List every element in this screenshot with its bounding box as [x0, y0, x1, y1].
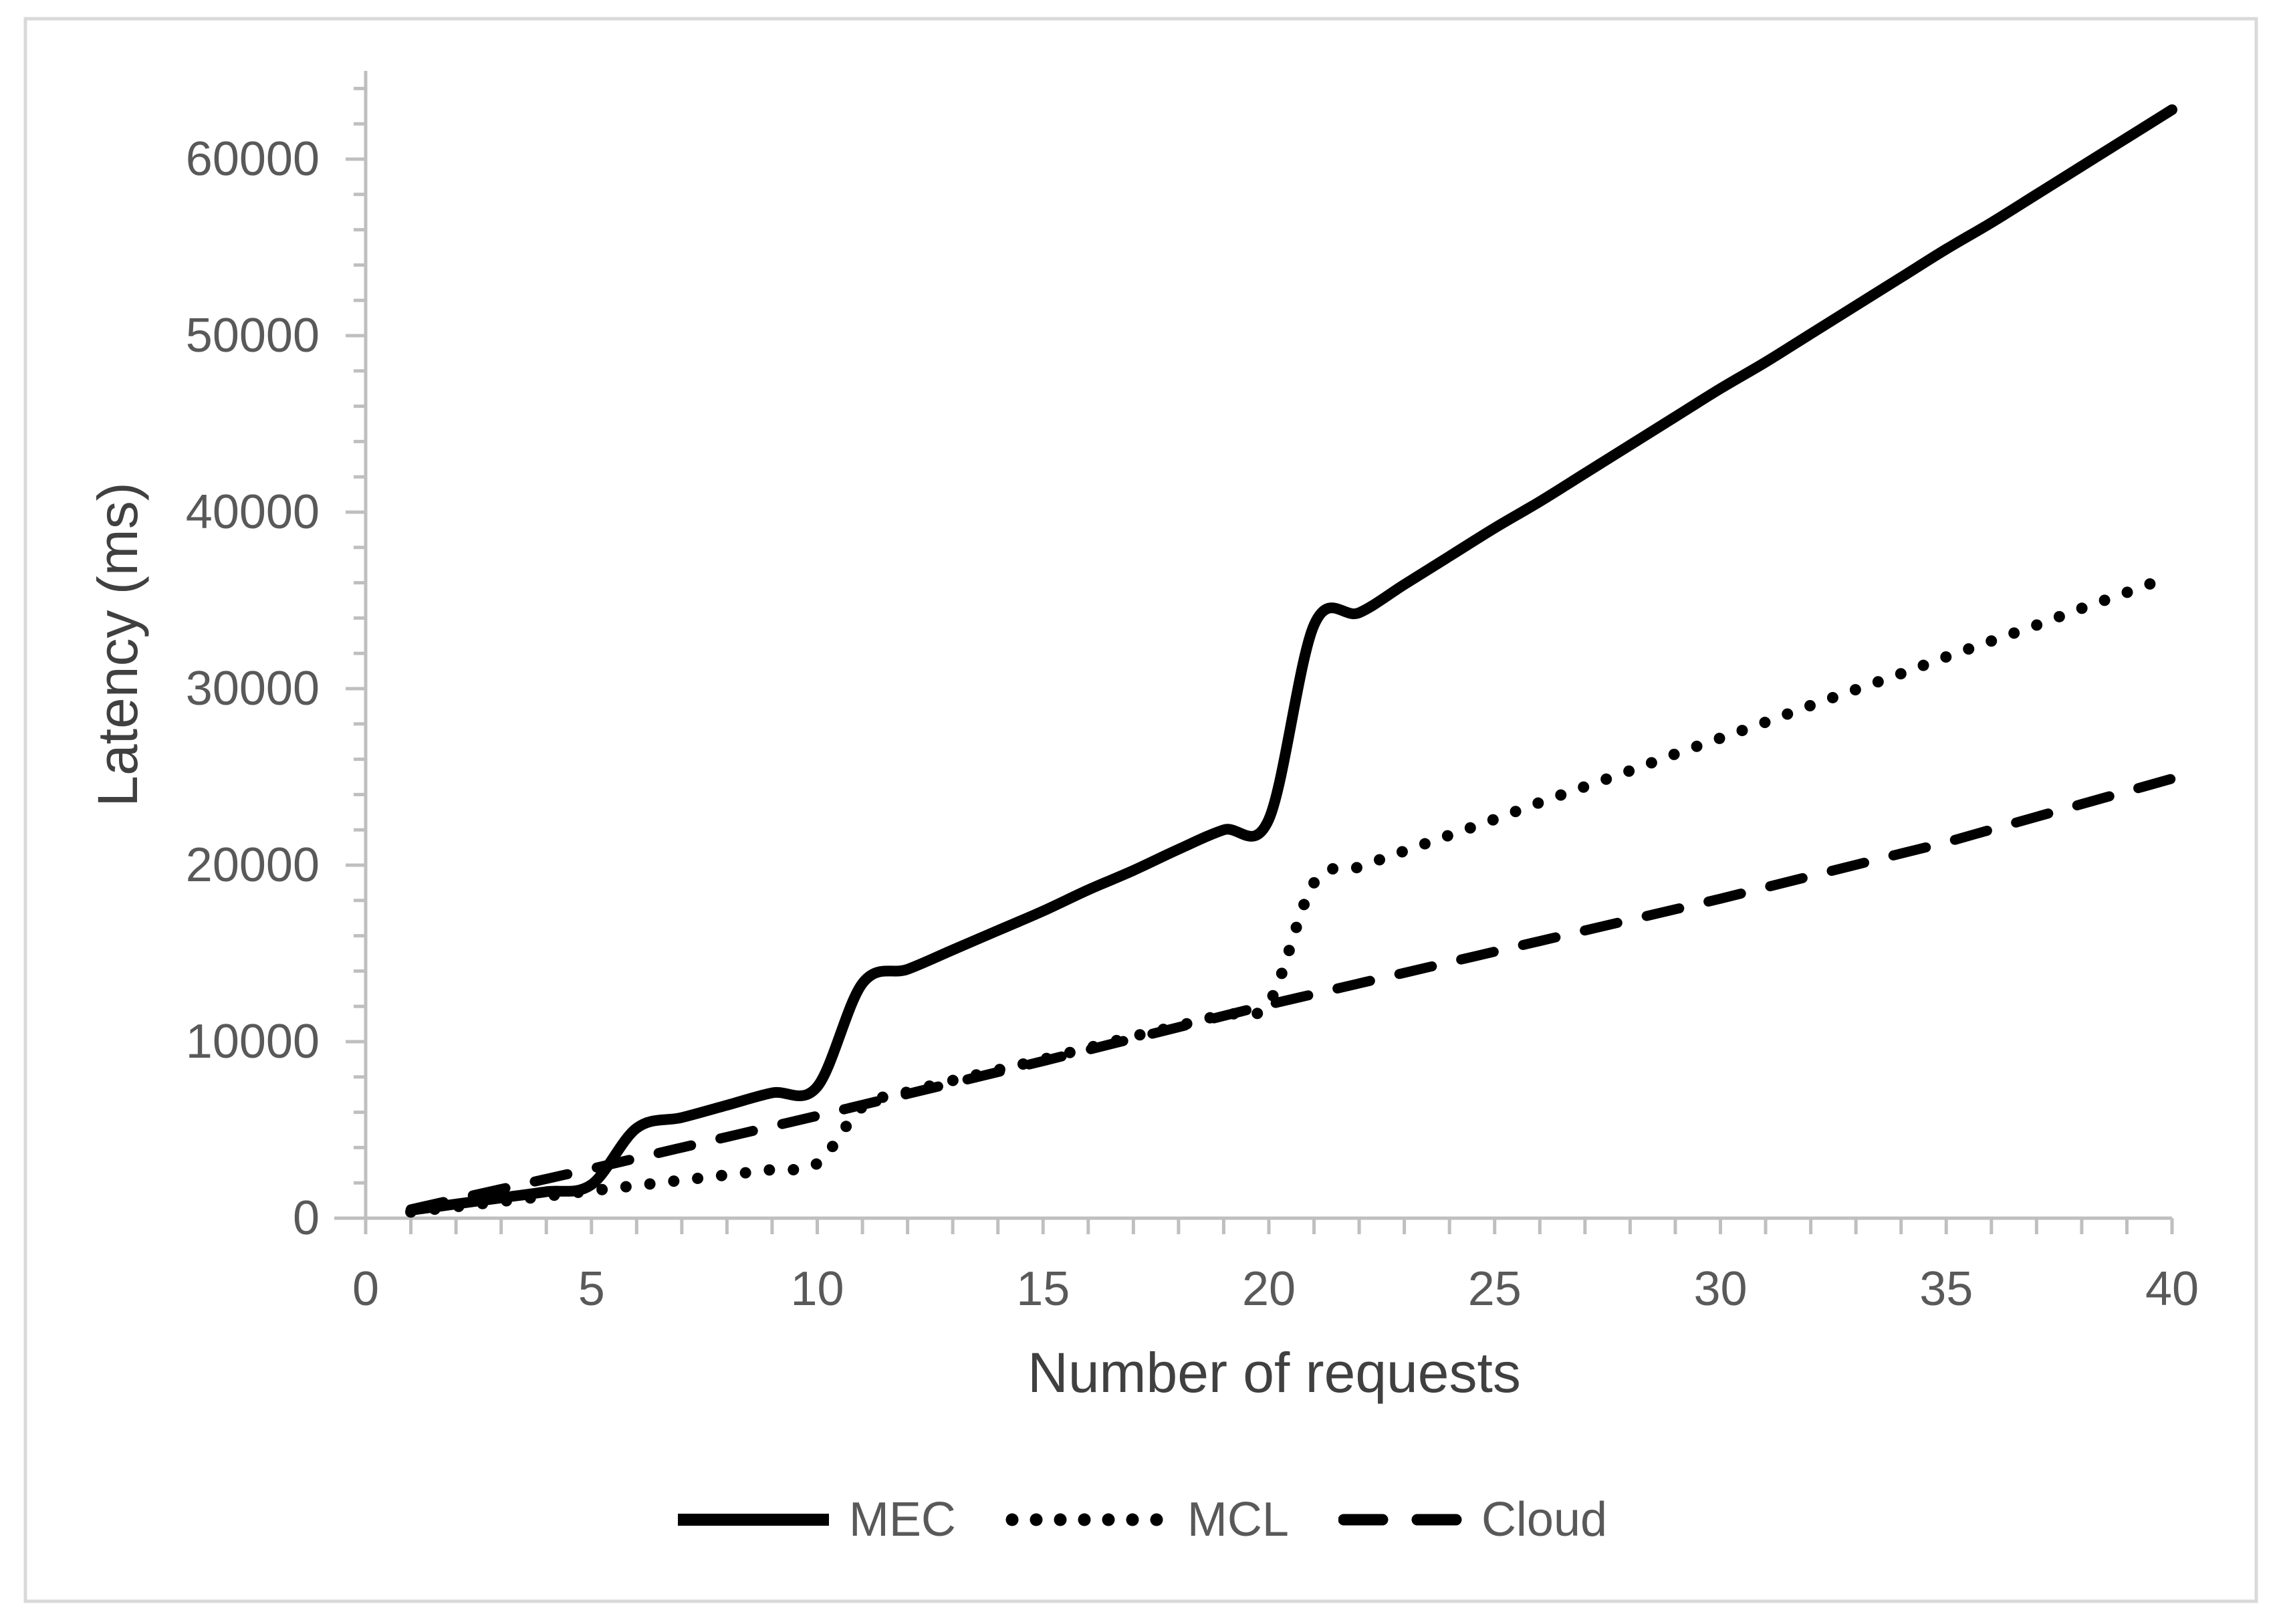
axis-lines-and-ticks: [334, 71, 2174, 1234]
x-tick-label: 15: [1016, 1262, 1070, 1316]
y-tick-label: 40000: [186, 485, 320, 539]
axes: [334, 71, 2174, 1234]
y-axis-title: Latency (ms): [86, 482, 149, 806]
y-tick-label: 0: [293, 1191, 320, 1245]
legend-label-mec: MEC: [848, 1493, 956, 1546]
x-tick-label: 30: [1693, 1262, 1747, 1316]
x-tick-label: 0: [352, 1262, 379, 1316]
y-tick-label: 30000: [186, 662, 320, 715]
x-tick-label: 40: [2145, 1262, 2199, 1316]
mec-solid-line-swatch-icon: [677, 1514, 829, 1526]
legend-label-mcl: MCL: [1187, 1493, 1289, 1546]
y-tick-label: 20000: [186, 838, 320, 892]
legend-item-cloud: Cloud: [1338, 1496, 1607, 1544]
legend-item-mcl: MCL: [1005, 1496, 1289, 1544]
x-tick-label: 20: [1242, 1262, 1296, 1316]
x-tick-label: 10: [790, 1262, 844, 1316]
y-tick-label: 60000: [186, 132, 320, 186]
y-tick-label: 10000: [186, 1015, 320, 1068]
tick-labels: 0 5 10 15 20 25 30 35 40 0 10000 20000 30000 40000 500…: [186, 132, 2199, 1316]
series-line-cloud: [406, 774, 2177, 1215]
series-line-mcl: [405, 570, 2178, 1218]
legend: MEC MCL Cloud: [0, 1490, 2281, 1550]
x-tick-label: 25: [1468, 1262, 1522, 1316]
figure-border: [23, 17, 2258, 1603]
series-line-mec: [405, 104, 2177, 1216]
y-tick-label: 50000: [186, 309, 320, 362]
x-tick-label: 5: [578, 1262, 605, 1316]
x-tick-label: 35: [1919, 1262, 1973, 1316]
mcl-dotted-line-swatch-icon: [1005, 1513, 1171, 1526]
legend-item-mec: MEC: [674, 1496, 956, 1544]
x-axis-title: Number of requests: [1028, 1341, 1521, 1404]
plot-area: [405, 104, 2178, 1218]
cloud-dashed-line-swatch-icon: [1338, 1514, 1465, 1526]
legend-label-cloud: Cloud: [1481, 1493, 1608, 1546]
